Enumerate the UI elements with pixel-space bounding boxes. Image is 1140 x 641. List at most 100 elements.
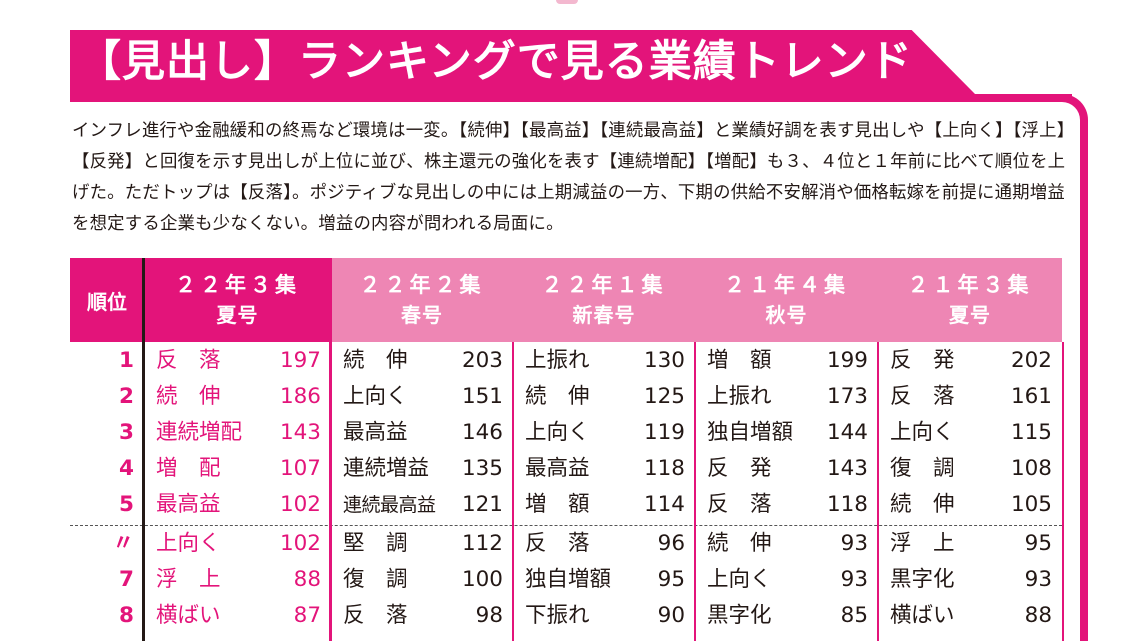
headline-count: 85 <box>840 603 868 628</box>
headline-term: 反 落 <box>343 603 408 628</box>
column-header-season: 春号 <box>401 303 443 327</box>
headline-term: 続 伸 <box>707 531 772 556</box>
column-header-season: 夏号 <box>216 303 259 327</box>
headline-count: 100 <box>461 567 503 592</box>
headline-term: 復 調 <box>890 456 955 481</box>
headline-term: 連続増配 <box>156 420 243 445</box>
rank-number: 5 <box>119 492 134 517</box>
headline-count: 102 <box>279 531 321 556</box>
column-divider <box>329 258 332 641</box>
frame-right-rule <box>1080 120 1088 641</box>
rank-number: 7 <box>119 567 134 592</box>
headline-term: 上向く <box>343 384 408 409</box>
row-separator-dashed <box>70 525 1062 526</box>
headline-term: 反 落 <box>890 384 955 409</box>
column-header: ２２年３集夏号 <box>144 258 331 342</box>
headline-count: 114 <box>643 492 685 517</box>
headline-term: 反 落 <box>707 492 772 517</box>
headline-count: 108 <box>1010 456 1052 481</box>
headline-count: 115 <box>1010 420 1052 445</box>
headline-term: 最高益 <box>156 492 221 517</box>
column-header-season: 秋号 <box>765 303 808 327</box>
headline-count: 93 <box>840 567 868 592</box>
headline-term: 浮 上 <box>156 567 221 592</box>
headline-term: 反 落 <box>525 531 590 556</box>
headline-count: 88 <box>293 567 321 592</box>
headline-term: 続 伸 <box>890 492 955 517</box>
headline-count: 144 <box>826 420 868 445</box>
headline-term: 下振れ <box>525 603 590 628</box>
headline-term: 増 配 <box>156 456 221 481</box>
headline-term: 反 落 <box>156 348 221 373</box>
frame-top-rule <box>70 94 1072 102</box>
headline-term: 黒字化 <box>707 603 772 628</box>
rank-number: 2 <box>119 384 134 409</box>
headline-count: 143 <box>826 456 868 481</box>
headline-term: 横ばい <box>890 603 955 628</box>
headline-term: 上向く <box>890 420 955 445</box>
headline-term: 最高益 <box>525 456 590 481</box>
headline-term: 独自増額 <box>707 420 794 445</box>
headline-count: 105 <box>1010 492 1052 517</box>
headline-count: 186 <box>279 384 321 409</box>
page-title: 【見出し】ランキングで見る業績トレンド <box>78 37 913 87</box>
headline-term: 浮 上 <box>890 531 955 556</box>
headline-term: 連続増益 <box>343 456 430 481</box>
headline-term: 増 額 <box>525 492 590 517</box>
title-banner <box>70 30 975 94</box>
headline-count: 125 <box>643 384 685 409</box>
headline-term: 上向く <box>156 531 221 556</box>
rank-number: 8 <box>119 603 134 628</box>
headline-count: 143 <box>279 420 321 445</box>
headline-term: 続 伸 <box>156 384 221 409</box>
headline-count: 112 <box>461 531 503 556</box>
headline-term: 上向く <box>707 567 772 592</box>
rank-number: 〃 <box>112 531 134 556</box>
headline-count: 93 <box>1024 567 1052 592</box>
headline-term: 上振れ <box>707 384 772 409</box>
headline-count: 90 <box>657 603 685 628</box>
headline-term: 続 伸 <box>525 384 590 409</box>
headline-count: 88 <box>1024 603 1052 628</box>
rank-number: 4 <box>119 456 134 481</box>
headline-count: 130 <box>643 348 685 373</box>
column-divider <box>142 258 145 641</box>
headline-term: 上向く <box>525 420 590 445</box>
rank-header: 順位 <box>70 258 144 342</box>
column-header-issue: ２１年４集 <box>724 273 849 297</box>
column-divider <box>512 342 514 641</box>
headline-count: 146 <box>461 420 503 445</box>
headline-count: 119 <box>643 420 685 445</box>
page-top-mark <box>556 0 578 4</box>
headline-term: 復 調 <box>343 567 408 592</box>
intro-paragraph: インフレ進行や金融緩和の終焉など環境は一変。【続伸】【最高益】【連続最高益】と業… <box>72 121 1066 234</box>
ranking-table: 順位 1 2 3 4 5 〃 7 8 ２２年３集 夏号反 落 197 続 伸 186 連続増配 143 増 配… <box>70 258 1064 641</box>
headline-count: 161 <box>1010 384 1052 409</box>
headline-count: 151 <box>461 384 503 409</box>
column-divider <box>694 342 696 641</box>
headline-count: 107 <box>279 456 321 481</box>
column-header-issue: ２２年３集 <box>175 273 300 297</box>
frame-corner <box>1052 94 1088 134</box>
headline-term: 増 額 <box>707 348 772 373</box>
column-header-season: 夏号 <box>949 303 991 327</box>
headline-count: 121 <box>461 492 503 517</box>
headline-count: 197 <box>279 348 321 373</box>
column-header: ２１年４集秋号 <box>695 258 878 342</box>
column-divider <box>1062 342 1064 641</box>
headline-count: 95 <box>1024 531 1052 556</box>
rank-number: 1 <box>119 348 134 373</box>
headline-count: 118 <box>826 492 868 517</box>
column-header: ２１年３集夏号 <box>878 258 1062 342</box>
column-divider <box>877 342 879 641</box>
headline-count: 87 <box>293 603 321 628</box>
headline-term: 続 伸 <box>343 348 408 373</box>
column-header-issue: ２１年３集 <box>907 273 1033 297</box>
headline-count: 202 <box>1010 348 1052 373</box>
headline-count: 135 <box>461 456 503 481</box>
column-header: ２２年２集 春号 <box>331 258 513 342</box>
headline-term: 反 発 <box>890 348 955 373</box>
headline-count: 199 <box>826 348 868 373</box>
headline-count: 95 <box>657 567 685 592</box>
column-header-season: 新春号 <box>572 303 636 327</box>
